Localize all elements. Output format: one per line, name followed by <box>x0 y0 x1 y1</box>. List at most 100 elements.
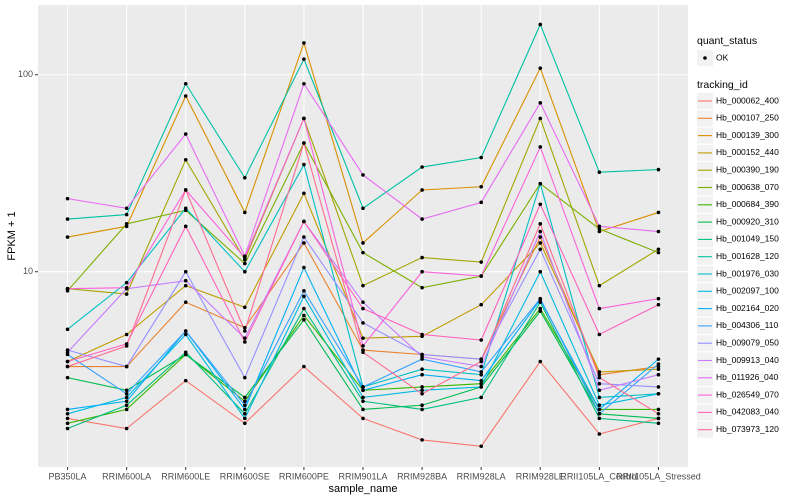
data-point <box>124 222 129 226</box>
data-point <box>420 385 424 389</box>
data-point <box>302 162 306 167</box>
data-point <box>124 426 129 431</box>
data-point <box>302 306 306 311</box>
data-point <box>243 325 247 330</box>
x-tick-label: RRIM600SE <box>220 471 270 481</box>
data-point <box>183 188 188 192</box>
data-point <box>65 196 70 201</box>
data-point <box>302 289 306 293</box>
legend-label: Hb_026549_070 <box>716 389 779 399</box>
data-point <box>538 296 543 301</box>
data-point <box>420 217 424 221</box>
data-point <box>597 403 602 408</box>
data-point <box>302 364 306 369</box>
data-point <box>597 227 602 231</box>
data-point <box>656 302 661 307</box>
data-point <box>124 388 129 393</box>
data-point <box>361 388 365 393</box>
data-point <box>597 375 602 380</box>
data-point <box>479 372 483 377</box>
data-point <box>538 145 543 149</box>
data-point <box>243 375 247 380</box>
data-point <box>597 170 602 175</box>
data-point <box>420 367 424 371</box>
data-point <box>183 94 188 98</box>
x-tick-label: RRIM928BA <box>397 471 447 481</box>
data-point <box>479 184 483 189</box>
legend-label: Hb_001628_120 <box>716 251 779 261</box>
data-point <box>656 210 661 215</box>
data-point <box>65 375 70 380</box>
data-point <box>656 367 661 371</box>
x-tick-label: RRIM600PE <box>279 471 329 481</box>
data-point <box>124 280 129 285</box>
data-point <box>361 250 365 255</box>
data-point <box>243 329 247 333</box>
data-point <box>479 378 483 383</box>
data-point <box>65 426 70 431</box>
data-point <box>183 158 188 162</box>
legend-label: Hb_011926_040 <box>716 372 779 382</box>
data-point <box>656 372 661 377</box>
x-tick-label: RRII105LA_Stressed <box>616 471 701 481</box>
data-point <box>302 318 306 322</box>
legend-label: Hb_002097_100 <box>716 286 779 296</box>
data-point <box>538 202 543 207</box>
data-point <box>124 292 129 296</box>
data-point <box>65 235 70 239</box>
data-point <box>597 229 602 234</box>
x-tick-label: RRIM928LA <box>457 471 506 481</box>
y-tick-label: 100 <box>18 69 33 79</box>
data-point <box>124 395 129 400</box>
data-point <box>597 411 602 416</box>
data-point <box>420 438 424 442</box>
data-point <box>124 285 129 290</box>
data-point <box>597 306 602 311</box>
x-axis-title: sample_name <box>328 483 397 495</box>
data-point <box>183 224 188 229</box>
data-point <box>302 294 306 299</box>
legend-title: quant_status <box>697 35 757 47</box>
data-point <box>302 141 306 145</box>
data-point <box>656 407 661 412</box>
data-point <box>538 116 543 121</box>
data-point <box>124 399 129 404</box>
data-point <box>479 260 483 264</box>
data-point <box>302 191 306 196</box>
data-point <box>183 81 188 86</box>
data-point <box>538 309 543 314</box>
data-point <box>656 411 661 416</box>
legend-label: Hb_002164_020 <box>716 303 779 313</box>
legend-label: OK <box>716 52 729 62</box>
data-point <box>243 421 247 426</box>
data-point <box>243 395 247 400</box>
data-point <box>538 66 543 70</box>
data-point <box>420 285 424 290</box>
axes: 10 100 PB350LA RRIM600LA RRIM600LE RRIM600SE R… <box>18 69 701 481</box>
data-point <box>183 329 188 333</box>
data-point <box>597 432 602 436</box>
data-point <box>361 407 365 412</box>
data-point <box>538 269 543 274</box>
x-tick-label: PB350LA <box>49 471 87 481</box>
data-point <box>479 370 483 374</box>
data-point <box>243 305 247 310</box>
data-point <box>479 381 483 386</box>
data-point <box>656 416 661 421</box>
data-point <box>183 378 188 383</box>
data-point <box>597 416 602 421</box>
data-point <box>361 385 365 389</box>
legend-label: Hb_042083_040 <box>716 407 779 417</box>
data-point <box>65 359 70 364</box>
data-point <box>243 269 247 274</box>
data-point <box>538 235 543 239</box>
legend-label: Hb_000107_250 <box>716 113 779 123</box>
data-point <box>597 370 602 374</box>
data-point <box>597 381 602 386</box>
data-point <box>420 372 424 377</box>
data-point <box>597 283 602 288</box>
data-point <box>243 255 247 260</box>
legend-label: Hb_004306_110 <box>716 320 779 330</box>
data-point <box>420 403 424 408</box>
